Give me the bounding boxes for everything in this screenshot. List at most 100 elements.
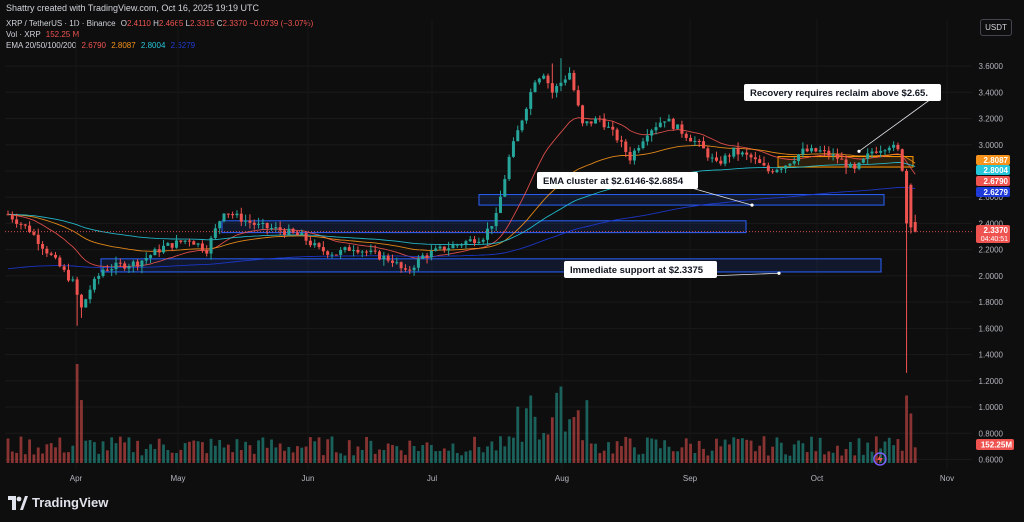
candle-body (334, 254, 338, 256)
volume-bar (218, 439, 222, 463)
tradingview-logo-icon (8, 496, 28, 515)
candle-body (727, 155, 731, 157)
candle-body (650, 130, 654, 136)
candle-body (887, 147, 891, 151)
candle-body (123, 263, 127, 269)
candle-body (892, 144, 896, 148)
volume-bar (792, 444, 796, 463)
candle-body (200, 243, 204, 251)
candle-body (157, 249, 161, 253)
zone-support (100, 258, 882, 273)
candle-body (749, 154, 753, 158)
volume-bar (365, 436, 368, 463)
candle-body (814, 148, 818, 152)
volume-bar (576, 410, 580, 463)
candle-body (282, 230, 286, 235)
currency-button[interactable]: USDT (980, 19, 1012, 36)
volume-bar (667, 446, 671, 463)
zone-resistance (777, 156, 914, 168)
legend-volume-label[interactable]: Vol · XRP (6, 30, 41, 39)
candle-body (779, 168, 783, 170)
candle-body (624, 141, 628, 152)
volume-bar (736, 438, 740, 463)
price-label-badge (976, 225, 1010, 243)
volume-bar (546, 434, 550, 463)
price-tick-label: 3.2000 (979, 115, 1004, 124)
volume-bar (71, 445, 75, 463)
volume-bar (188, 441, 191, 463)
ema-20-line (7, 117, 916, 268)
candle-body (710, 157, 714, 159)
volume-bar (477, 447, 481, 463)
candle-body (23, 224, 27, 226)
candle-body (667, 118, 671, 122)
candle-body (36, 234, 40, 245)
candle-body (101, 269, 105, 276)
candle-body (473, 239, 477, 244)
candle-body (550, 83, 554, 93)
volume-bar (633, 447, 636, 463)
candle-body (745, 152, 749, 155)
volume-bar (702, 448, 705, 463)
candle-body (209, 237, 213, 254)
price-tick-label: 0.8000 (979, 429, 1004, 438)
volume-bar (352, 455, 355, 463)
legend-ema-row: EMA 20/50/100/200 2.6790 2.8087 2.8004 2… (6, 41, 195, 50)
volume-bar (697, 440, 701, 463)
ema-50-line (7, 144, 916, 252)
candle-body (313, 243, 317, 246)
volume-bar (15, 452, 19, 463)
volume-bar (425, 442, 429, 463)
volume-bar (663, 440, 667, 463)
candle-body (771, 171, 775, 173)
volume-bar (127, 437, 131, 463)
candle-body (343, 247, 347, 251)
candle-body (905, 170, 909, 224)
annotation-leader (858, 98, 932, 152)
volume-bar (879, 448, 883, 463)
candle-body (416, 258, 420, 268)
volume-bar (887, 437, 891, 463)
volume-bar (866, 442, 870, 463)
time-axis: Apr May Jun Jul Aug Sep Oct Nov (70, 474, 954, 483)
volume-bar (300, 447, 304, 463)
volume-bar (874, 436, 878, 463)
volume-bar (455, 452, 459, 463)
candle-body (28, 225, 32, 233)
candle-body (378, 251, 382, 260)
candle-body (49, 253, 53, 255)
candle-body (520, 120, 524, 131)
candle-body (896, 144, 900, 150)
volume-bar (257, 440, 260, 463)
volume-bar (598, 453, 602, 463)
volume-bar (231, 452, 235, 463)
volume-bar (728, 444, 731, 463)
candle-body (196, 243, 200, 245)
volume-bar (715, 438, 718, 463)
candle-body (572, 72, 576, 91)
volume-bar (287, 446, 291, 463)
candle-body (766, 165, 770, 172)
time-tick-label: Jun (302, 474, 315, 483)
candle-body (399, 262, 403, 269)
candle-body (54, 254, 58, 258)
volume-bar (213, 445, 217, 463)
candle-body (6, 214, 10, 216)
volume-bar (261, 437, 265, 463)
candle-body (611, 126, 615, 130)
candle-body (222, 213, 226, 222)
volume-bar (684, 438, 688, 463)
author-line: Shattry created with TradingView.com, Oc… (6, 3, 259, 13)
price-tick-label: 1.0000 (979, 403, 1004, 412)
candle-body (270, 227, 274, 229)
candle-body (79, 294, 83, 308)
volume-bar (205, 453, 209, 463)
volume-bar (283, 450, 286, 463)
legend-symbol[interactable]: XRP / TetherUS · 1D · Binance (6, 19, 116, 28)
volume-bar (265, 447, 269, 463)
candle-body (689, 137, 693, 142)
volume-bar (291, 452, 295, 463)
volume-bar (192, 440, 196, 463)
legend-ema-label[interactable]: EMA 20/50/100/200 (6, 41, 77, 50)
